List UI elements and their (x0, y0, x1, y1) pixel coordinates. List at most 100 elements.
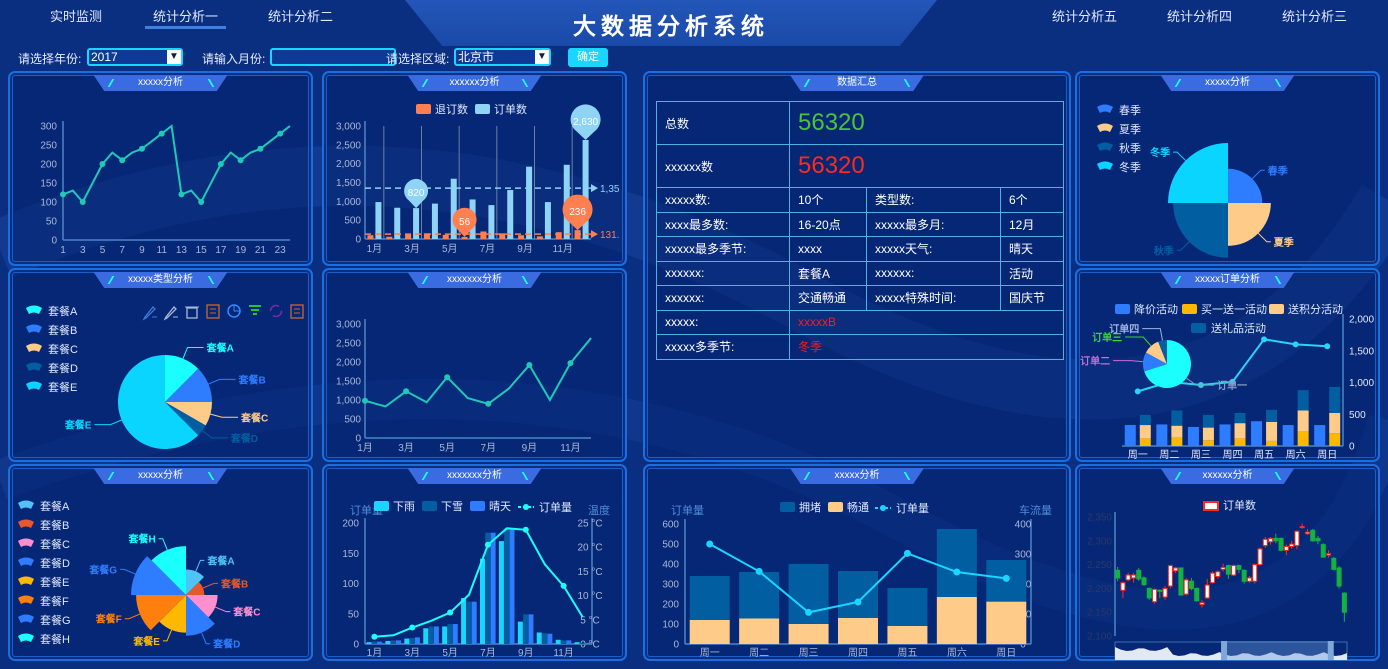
bar (450, 178, 457, 239)
label-leader-line (195, 559, 205, 572)
legend-marker (880, 505, 886, 511)
monthly-line-chart: 0 500 1,000 1,500 2,000 2,500 3,000 1月 3月 5月 7月 9月 1… (336, 319, 592, 454)
pencil-minus-icon[interactable] (163, 306, 178, 321)
nav-tab-stats-4[interactable]: 统计分析四 (1167, 9, 1233, 24)
bar (574, 642, 580, 644)
label-leader-line (1142, 328, 1163, 341)
trash-icon[interactable] (185, 306, 199, 319)
candle-body (1278, 537, 1284, 551)
stacked-bar (1234, 412, 1246, 424)
stacked-bar (1202, 414, 1214, 428)
bar (579, 642, 585, 644)
nav-tab-stats-3[interactable]: 统计分析三 (1282, 9, 1348, 24)
slider-window (1224, 641, 1331, 660)
y-tick-label: 2,000 (1349, 315, 1374, 326)
chevron-down-icon[interactable]: ▼ (167, 50, 181, 64)
candle-body (1125, 574, 1131, 581)
mark-point-label: 236 (569, 207, 586, 218)
y-tick-label: 300 (1015, 550, 1032, 561)
x-tick-label: 3月 (398, 442, 414, 454)
y-tick-label: 5 °C (580, 615, 600, 626)
bar (560, 640, 566, 644)
bar-congested (838, 571, 878, 618)
data-point (522, 526, 529, 533)
candle-body (1215, 571, 1221, 577)
data-point (444, 374, 451, 381)
legend-swatch (1182, 304, 1197, 314)
candle-body (1173, 567, 1179, 572)
bar-smooth (936, 597, 977, 644)
summary-label: xxxxx多季节: (656, 334, 790, 360)
panel-candlestick: xxxxxx分析 2,100 2,150 2,200 2,250 2,300 2,350 订单… (1075, 464, 1380, 661)
month-input[interactable] (270, 48, 396, 66)
bar (466, 601, 472, 644)
pie-switch-icon[interactable] (227, 304, 241, 318)
legend-marker (523, 504, 529, 510)
x-tick-label: 19 (235, 245, 247, 256)
table-row: xxxxxx数 56320 (656, 144, 1064, 188)
slider-handle[interactable] (1221, 641, 1228, 660)
pencil-plus-icon[interactable] (142, 306, 157, 321)
y-tick-label: 1,000 (1349, 378, 1374, 389)
region-select[interactable]: 北京市 ▼ (454, 48, 551, 66)
slice-label: 套餐G (88, 563, 117, 576)
label-leader-line (1186, 377, 1215, 386)
legend-label: 降价活动 (1134, 302, 1178, 316)
year-select[interactable]: 2017 ▼ (87, 48, 183, 66)
nav-tab-stats-5[interactable]: 统计分析五 (1052, 9, 1118, 24)
nav-tab-stats-1[interactable]: 统计分析一 (144, 6, 227, 29)
legend-label: 秋季 (1119, 141, 1141, 155)
legend-label: 套餐E (40, 575, 69, 589)
legend-candle-icon (1203, 501, 1219, 511)
x-tick-label: 11月 (553, 647, 573, 659)
candle-body (1315, 537, 1321, 542)
bar (542, 633, 548, 644)
summary-label: 总数 (656, 101, 790, 145)
x-tick-label: 9 (139, 245, 145, 256)
candle-body (1136, 569, 1142, 580)
refresh-icon[interactable] (269, 304, 283, 318)
summary-label: xxxxx: (656, 309, 790, 335)
nav-tab-realtime[interactable]: 实时监测 (50, 9, 103, 24)
y-tick-label: 200 (40, 160, 57, 171)
y-tick-label: 1,500 (336, 377, 361, 388)
save-icon[interactable] (290, 304, 304, 319)
funnel-icon[interactable] (249, 305, 261, 315)
legend-swatch (828, 502, 843, 512)
mean-label: 131. (600, 230, 619, 241)
bar-congested (689, 576, 730, 620)
bar-smooth (887, 626, 928, 644)
bar (367, 235, 374, 239)
pie-slice (186, 595, 215, 636)
y-axis-title-right: 温度 (588, 503, 610, 517)
panel-data-summary: 数据汇总 总数 56320 xxxxxx数 56320 xxxxx数: 10个 类型数:… (643, 71, 1071, 462)
x-tick-label: 13 (176, 245, 188, 256)
data-zoom-slider[interactable] (1114, 641, 1348, 661)
y-tick-label: 10 °C (577, 591, 602, 602)
table-row: xxxxxx: 交通畅通 xxxxx特殊时间: 国庆节 (656, 285, 1064, 311)
mean-label: 1,35 (600, 184, 620, 195)
panel-title: 数据汇总 (790, 75, 924, 91)
table-row: xxxxx数: 10个 类型数: 6个 (656, 187, 1064, 213)
legend-label: 退订数 (435, 103, 468, 116)
legend-swatch (780, 502, 795, 512)
legend-fan-icon (18, 500, 34, 509)
slider-handle[interactable] (1327, 641, 1334, 660)
nav-tab-stats-2[interactable]: 统计分析二 (268, 9, 334, 24)
pie-slice (186, 569, 205, 595)
data-point (1324, 343, 1331, 350)
data-point (526, 362, 533, 369)
candle-body (1310, 529, 1316, 542)
confirm-button[interactable]: 确定 (568, 48, 608, 67)
panel-weather: xxxxxxx分析 0 50 100 150 200 0 °C 5 °C 10 °C 15 °C 2… (322, 464, 627, 661)
legend-fan-icon (18, 557, 34, 566)
y-tick-label: 0 (1349, 442, 1355, 453)
y-tick-label: 100 (40, 198, 57, 209)
data-point (217, 161, 224, 167)
chevron-down-icon[interactable]: ▼ (535, 50, 549, 64)
data-point (1134, 388, 1141, 395)
x-tick-label: 5月 (442, 243, 458, 255)
data-view-icon[interactable] (206, 304, 220, 319)
year-label: 请选择年份: (18, 52, 82, 66)
